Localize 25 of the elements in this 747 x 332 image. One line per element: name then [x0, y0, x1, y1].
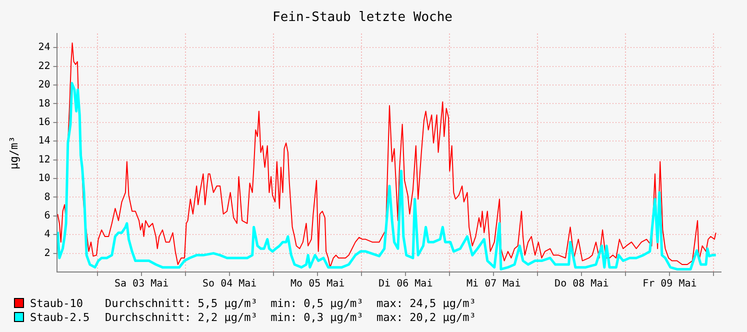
- x-tick-label: Do 08 Mai: [554, 278, 609, 290]
- y-tick-label: 6: [44, 210, 50, 222]
- y-tick-label: 2: [44, 248, 50, 259]
- y-tick-label: 20: [38, 80, 50, 91]
- x-tick-label: Fr 09 Mai: [642, 278, 697, 290]
- y-tick-label: 10: [38, 173, 50, 184]
- text: Durchschnitt: 2,2 µg/m³ min: 0,3 µg/m³ max: 20,2 µg/m³: [105, 310, 476, 324]
- y-tick-label: 18: [38, 98, 50, 110]
- y-tick-label: 24: [38, 42, 50, 54]
- x-tick-label: So 04 Mai: [202, 278, 257, 290]
- x-tick-label: Sa 03 Mai: [114, 278, 169, 290]
- chart-title: Fein-Staub letzte Woche: [272, 10, 453, 26]
- y-tick-label: 12: [38, 154, 50, 166]
- y-axis-title: µg/m³: [7, 136, 20, 170]
- x-tick-label: Mo 05 Mai: [290, 278, 345, 290]
- x-tick-label: Mi 07 Mai: [466, 278, 521, 290]
- y-tick-label: 4: [44, 229, 50, 240]
- y-tick-label: 8: [44, 192, 50, 203]
- y-tick-label: 14: [38, 136, 50, 147]
- y-tick-label: 22: [38, 60, 50, 72]
- legend-label: Staub-10: [30, 296, 84, 310]
- legend-label: Staub-2.5: [30, 310, 91, 324]
- x-tick-label: Di 06 Mai: [378, 278, 433, 290]
- text: Durchschnitt: 5,5 µg/m³ min: 0,5 µg/m³ max: 24,5 µg/m³: [105, 296, 476, 310]
- y-tick-label: 16: [38, 117, 50, 128]
